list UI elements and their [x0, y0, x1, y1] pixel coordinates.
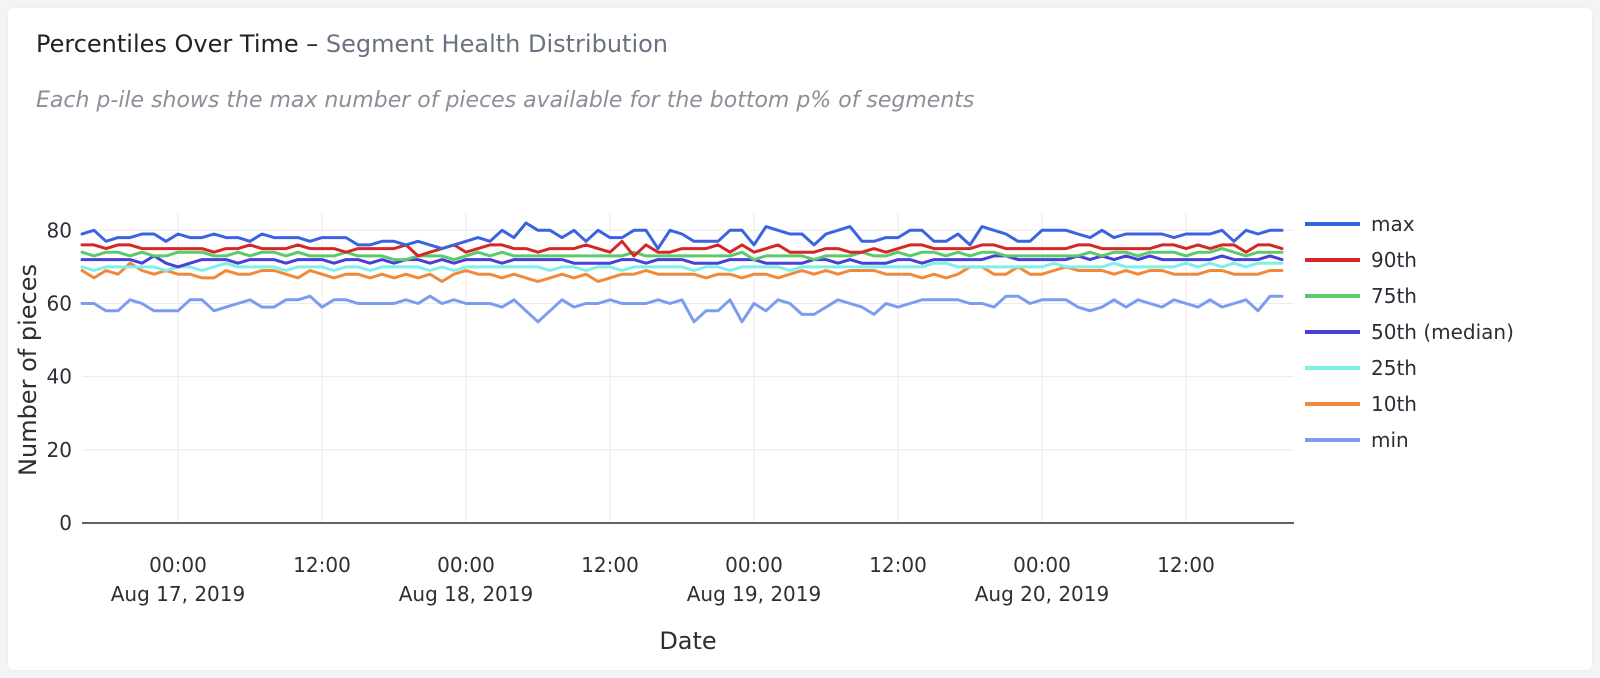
- y-tick-label: 60: [47, 291, 72, 315]
- chart-subtitle: Each p-ile shows the max number of piece…: [36, 88, 975, 113]
- x-tick-time: 12:00: [869, 553, 927, 577]
- x-tick-time: 12:00: [581, 553, 639, 577]
- legend-label: 50th (median): [1371, 320, 1514, 344]
- x-tick-time: 00:00: [437, 553, 495, 577]
- y-tick-label: 0: [59, 511, 72, 535]
- title-separator: –: [306, 30, 319, 58]
- legend[interactable]: max 90th 75th 50th (median) 25th 10th min: [1305, 212, 1514, 452]
- x-tick-date: Aug 19, 2019: [687, 582, 821, 606]
- y-axis-label: Number of pieces: [14, 264, 42, 476]
- legend-label: max: [1371, 212, 1415, 236]
- legend-item-75th[interactable]: 75th: [1305, 284, 1417, 308]
- y-tick-label: 40: [47, 365, 72, 389]
- y-tick-label: 20: [47, 438, 72, 462]
- legend-item-10th[interactable]: 10th: [1305, 392, 1417, 416]
- x-tick-time: 00:00: [1013, 553, 1071, 577]
- series-line-90th: [80, 239, 1284, 258]
- series-lines: [80, 221, 1284, 324]
- legend-label: 10th: [1371, 392, 1417, 416]
- chart-title-secondary: Segment Health Distribution: [325, 30, 669, 58]
- series-line-max: [80, 221, 1284, 251]
- x-tick-time: 12:00: [1157, 553, 1215, 577]
- legend-item-25th[interactable]: 25th: [1305, 356, 1417, 380]
- legend-label: 25th: [1371, 356, 1417, 380]
- x-tick-date: Aug 20, 2019: [975, 582, 1109, 606]
- x-axis-label: Date: [659, 627, 716, 655]
- series-line-25th: [80, 261, 1284, 272]
- series-line-50th-median-: [80, 254, 1284, 269]
- y-tick-label: 80: [47, 218, 72, 242]
- chart-title: Percentiles Over Time – Segment Health D…: [36, 30, 668, 58]
- legend-label: 75th: [1371, 284, 1417, 308]
- x-tick-time: 00:00: [149, 553, 207, 577]
- legend-item-90th[interactable]: 90th: [1305, 248, 1417, 272]
- legend-label: min: [1371, 428, 1409, 452]
- x-tick-date: Aug 17, 2019: [111, 582, 245, 606]
- x-tick-time: 00:00: [725, 553, 783, 577]
- x-tick-time: 12:00: [293, 553, 351, 577]
- legend-item-max[interactable]: max: [1305, 212, 1415, 236]
- chart-card: Percentiles Over Time – Segment Health D…: [8, 8, 1592, 670]
- legend-item-50th-median-[interactable]: 50th (median): [1305, 320, 1514, 344]
- axes: 0 20 40 60 80 00:00 Aug 17, 2019 12:00 00:00 Aug …: [47, 218, 1294, 606]
- series-line-min: [80, 294, 1284, 324]
- legend-item-min[interactable]: min: [1305, 428, 1409, 452]
- chart-title-main: Percentiles Over Time: [36, 30, 299, 58]
- x-tick-date: Aug 18, 2019: [399, 582, 533, 606]
- series-line-75th: [80, 247, 1284, 262]
- series-line-10th: [80, 261, 1284, 283]
- grid-lines: [82, 212, 1294, 523]
- legend-label: 90th: [1371, 248, 1417, 272]
